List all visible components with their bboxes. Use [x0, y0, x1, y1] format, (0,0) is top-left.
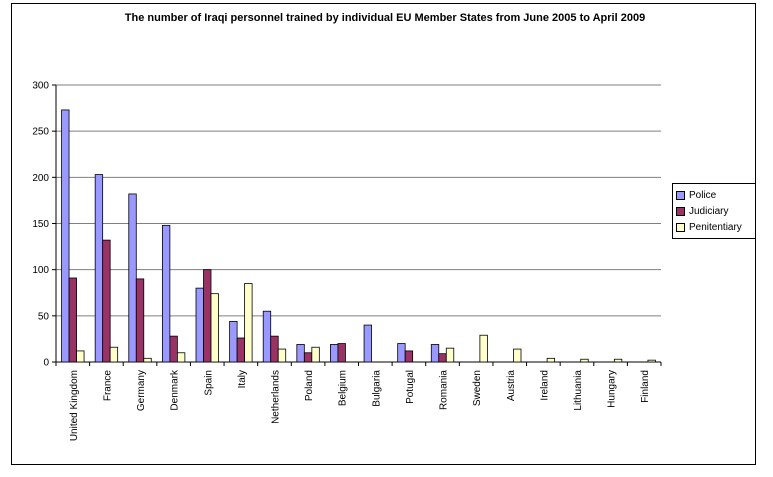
bar-police-poland [296, 344, 305, 363]
legend-swatch-judiciary [676, 206, 685, 216]
x-tick-label: France [102, 370, 113, 402]
y-tick-label: 100 [32, 265, 49, 276]
bar-judiciary-spain [203, 269, 212, 363]
bar-penitentiary-austria [513, 348, 522, 363]
x-tick-label: Romania [439, 370, 450, 410]
legend-label-police: Police [689, 189, 717, 201]
legend-label-penitentiary: Penitentiary [689, 221, 742, 233]
legend-item-judiciary: Judiciary [676, 203, 755, 219]
bar-police-bulgaria [363, 324, 372, 363]
x-tick-label: Lithuania [573, 370, 584, 411]
x-tick-label: Finland [640, 370, 651, 403]
bar-judiciary-belgium [337, 343, 346, 363]
x-tick-label: Netherlands [270, 370, 281, 424]
bar-police-germany [128, 193, 137, 363]
legend-item-police: Police [676, 187, 755, 203]
x-tick-label: Italy [237, 370, 248, 388]
bar-police-italy [229, 320, 238, 363]
y-tick-label: 150 [32, 219, 49, 230]
bar-penitentiary-netherlands [277, 348, 287, 363]
x-tick-label: Denmark [170, 369, 181, 411]
bar-penitentiary-ireland [546, 357, 556, 363]
bar-penitentiary-germany [143, 357, 152, 363]
bar-judiciary-italy [236, 337, 246, 363]
bar-penitentiary-sweden [479, 334, 488, 363]
x-tick-label: Hungary [607, 370, 618, 408]
x-tick-label: Spain [203, 370, 214, 396]
x-tick-label: Germany [136, 370, 147, 411]
bar-penitentiary-lithuania [580, 358, 589, 363]
y-tick-label: 0 [43, 358, 49, 369]
x-tick-label: United Kingdom [69, 370, 80, 441]
bar-judiciary-france [102, 239, 111, 363]
x-tick-label: Sweden [472, 370, 483, 406]
bar-penitentiary-hungary [613, 358, 623, 363]
bar-police-potugal [397, 343, 406, 363]
bar-penitentiary-italy [244, 283, 253, 363]
x-tick-label: Potugal [405, 370, 416, 404]
bar-police-romania [430, 344, 440, 363]
bar-penitentiary-denmark [176, 352, 186, 363]
y-tick-label: 200 [32, 173, 49, 184]
bar-police-united-kingdom [61, 109, 70, 363]
bar-judiciary-potugal [404, 350, 414, 363]
bar-judiciary-denmark [169, 335, 178, 363]
bar-police-spain [195, 287, 204, 363]
chart-title: The number of Iraqi personnel trained by… [124, 12, 646, 24]
bar-judiciary-romania [438, 353, 447, 363]
bar-police-denmark [161, 224, 171, 363]
bar-penitentiary-united-kingdom [76, 350, 85, 363]
bar-judiciary-poland [303, 352, 313, 363]
bar-police-france [94, 174, 104, 363]
legend-swatch-penitentiary [676, 222, 685, 232]
x-tick-label: Belgium [338, 370, 349, 406]
legend: Police Judiciary Penitentiary [672, 183, 756, 239]
bar-police-netherlands [262, 310, 272, 363]
bar-penitentiary-poland [311, 346, 320, 363]
x-tick-label: Austria [506, 370, 517, 402]
y-tick-label: 300 [32, 81, 49, 92]
bar-penitentiary-france [109, 346, 119, 363]
legend-label-judiciary: Judiciary [689, 205, 729, 217]
bar-penitentiary-romania [445, 347, 455, 363]
bar-penitentiary-spain [210, 293, 219, 363]
x-tick-label: Ireland [539, 370, 550, 401]
legend-item-penitentiary: Penitentiary [676, 219, 755, 235]
x-tick-label: Bulgaria [371, 370, 382, 407]
bar-judiciary-netherlands [270, 335, 279, 363]
x-tick-label: Poland [304, 370, 315, 401]
y-tick-label: 250 [32, 127, 49, 138]
bar-police-belgium [330, 344, 339, 363]
bar-penitentiary-finland [647, 359, 656, 363]
y-tick-label: 50 [38, 311, 50, 322]
legend-swatch-police [676, 190, 685, 200]
bar-judiciary-united-kingdom [68, 277, 77, 363]
bar-judiciary-germany [135, 278, 145, 363]
